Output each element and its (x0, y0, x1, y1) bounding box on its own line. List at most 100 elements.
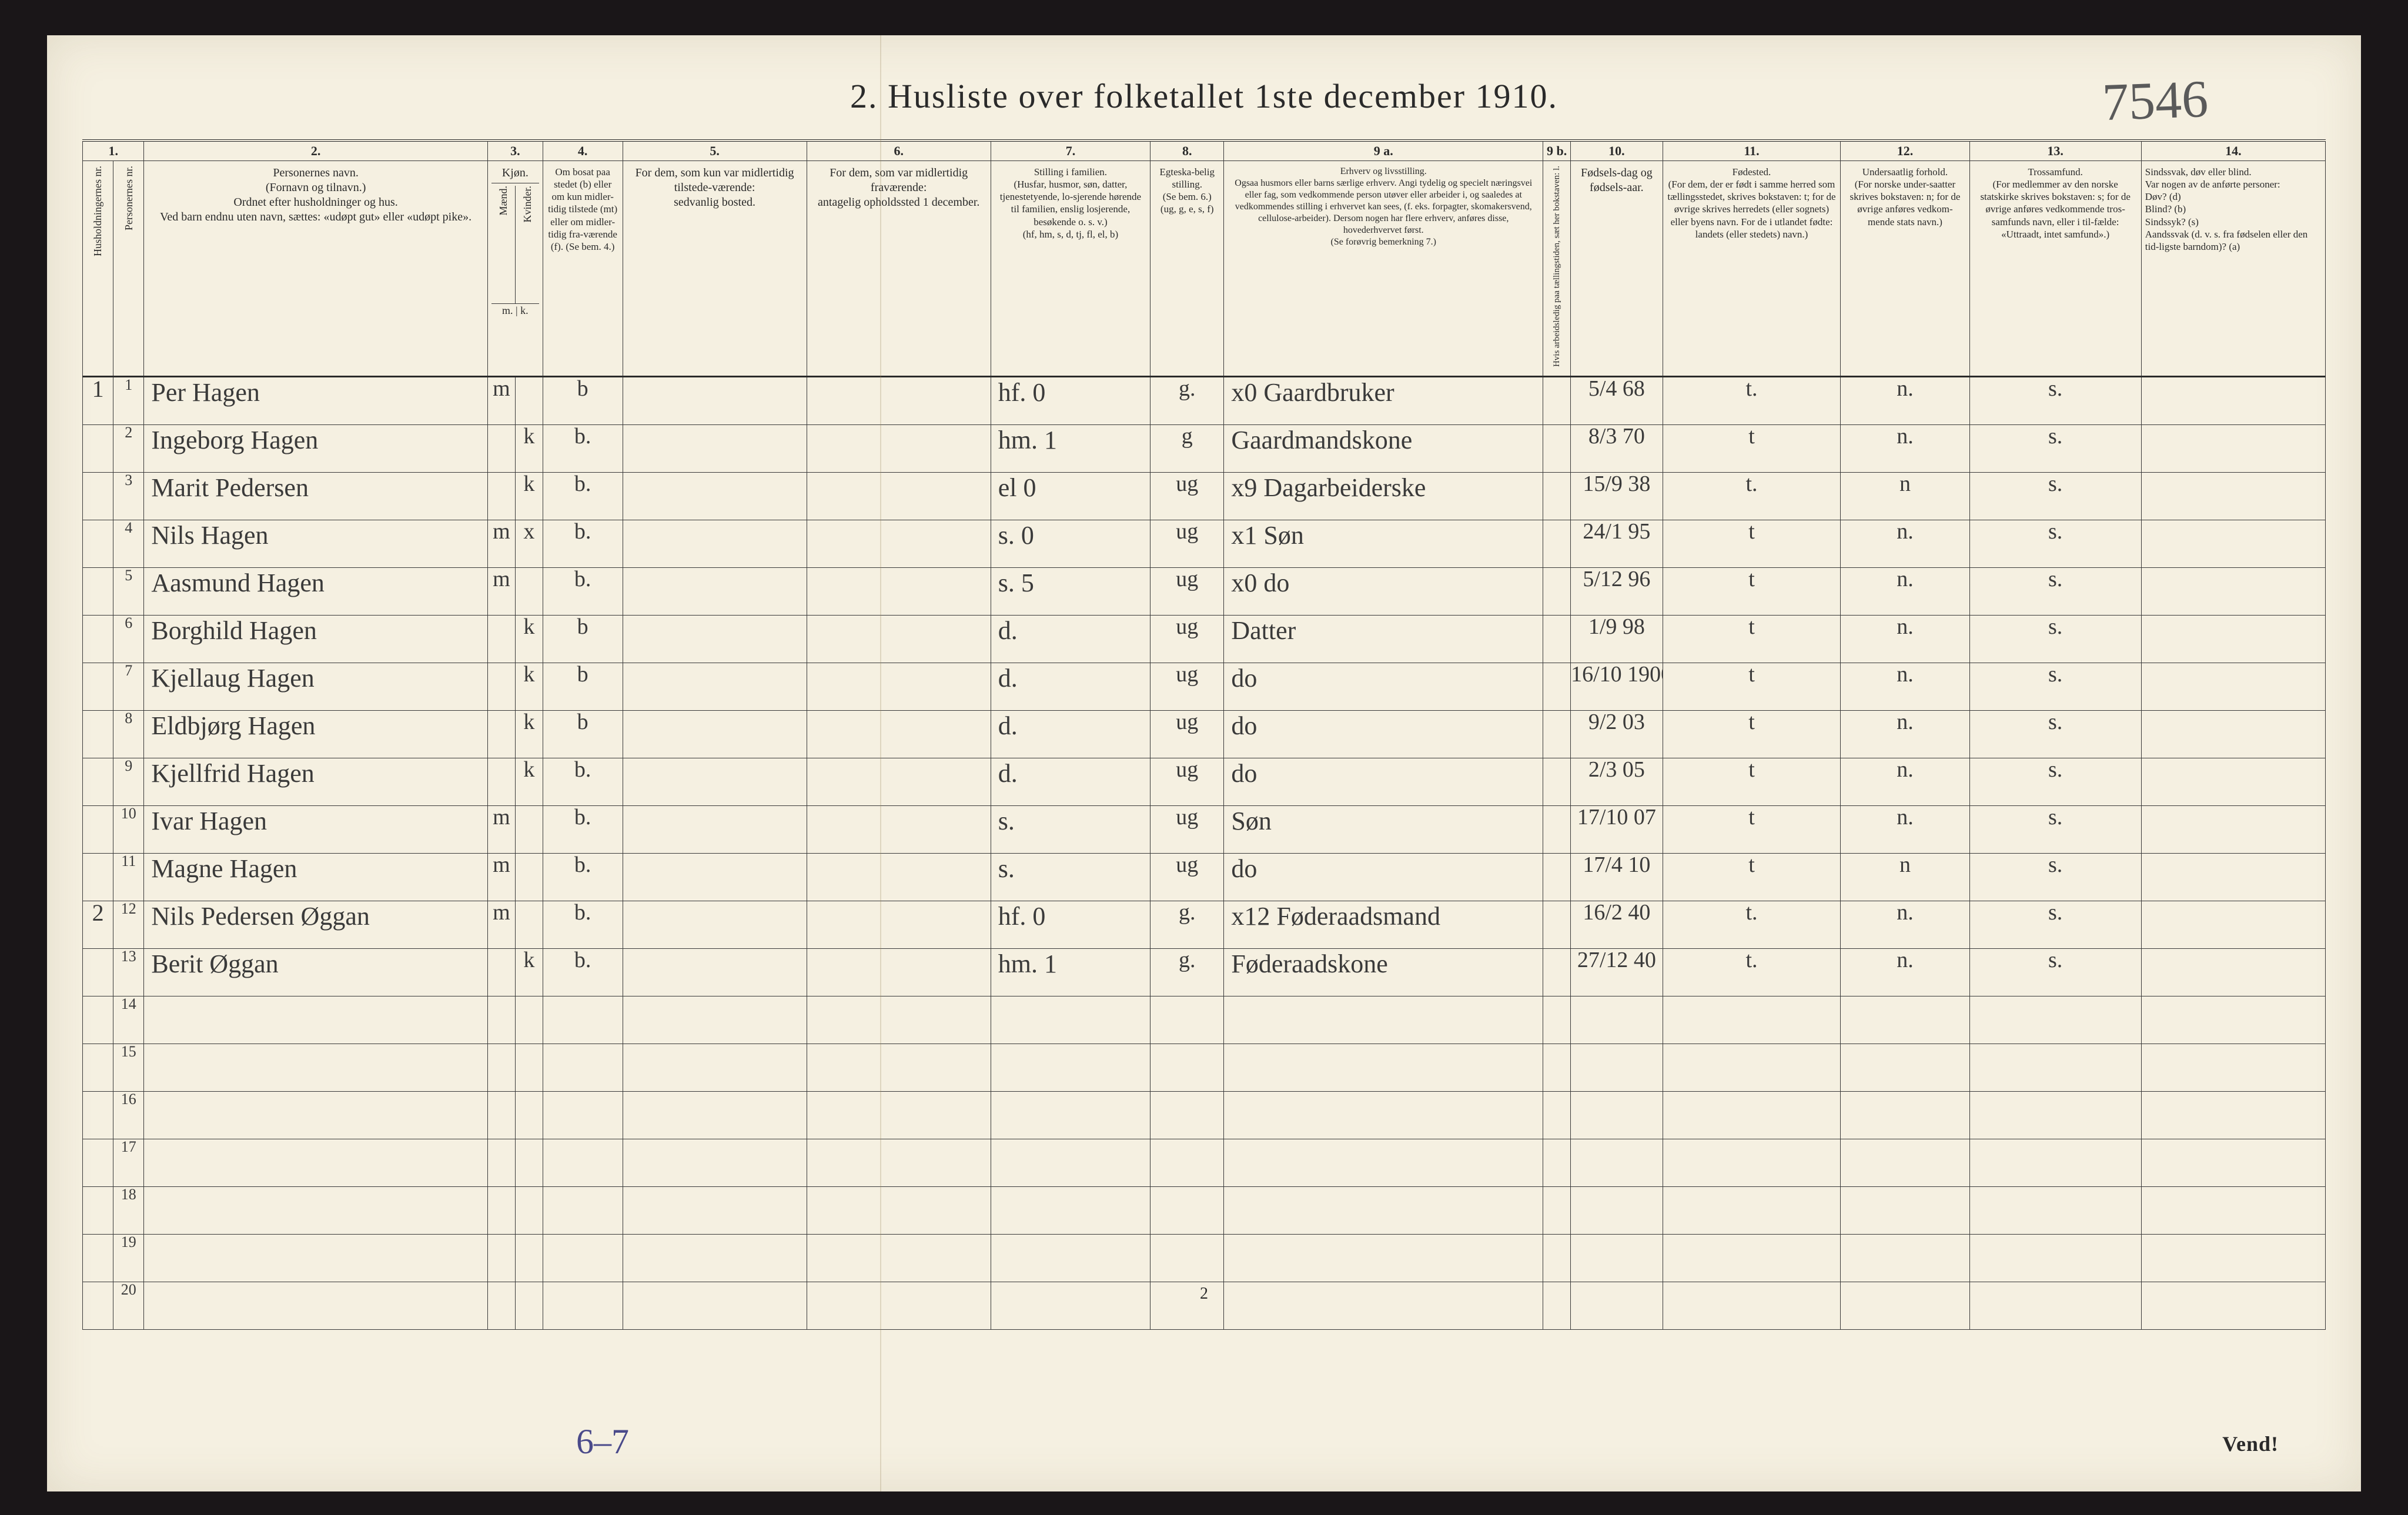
cell-pn: 17 (113, 1139, 144, 1186)
cell-pn: 15 (113, 1044, 144, 1091)
cell-nat: n. (1841, 805, 1969, 853)
table-row: 11Magne Hagenmb.s.ug do17/4 10tns. (83, 853, 2326, 901)
paper-sheet: 7546 2. Husliste over folketallet 1ste d… (47, 35, 2361, 1491)
cell-name: Aasmund Hagen (144, 567, 488, 615)
cell-rel (1969, 1282, 2141, 1329)
cell-hh (83, 1282, 113, 1329)
cell-c9b (1543, 520, 1571, 567)
cell-c9b (1543, 901, 1571, 948)
table-row: 2Ingeborg Hagenkb.hm. 1g Gaardmandskone8… (83, 424, 2326, 472)
cell-sex_m: m (487, 901, 515, 948)
cell-res (543, 1186, 623, 1234)
cell-res: b (543, 663, 623, 710)
cell-c9b (1543, 805, 1571, 853)
cell-rel: s. (1969, 615, 2141, 663)
cell-mar: g. (1151, 901, 1224, 948)
cell-c5 (623, 901, 807, 948)
cell-nat (1841, 1139, 1969, 1186)
cell-fam (991, 1234, 1150, 1282)
cell-name: Nils Pedersen Øggan (144, 901, 488, 948)
header-3-top: Kjøn. (491, 166, 539, 183)
cell-c9b (1543, 567, 1571, 615)
cell-c6 (807, 472, 991, 520)
cell-c6 (807, 1139, 991, 1186)
cell-dob (1571, 1091, 1663, 1139)
cell-res: b. (543, 472, 623, 520)
colnum-8: 8. (1151, 141, 1224, 160)
cell-hh (83, 853, 113, 901)
cell-c5 (623, 1091, 807, 1139)
cell-fam (991, 1139, 1150, 1186)
cell-pn: 8 (113, 710, 144, 758)
cell-sex_k (515, 1139, 543, 1186)
cell-c5 (623, 567, 807, 615)
cell-sex_m (487, 1234, 515, 1282)
cell-dob: 8/3 70 (1571, 424, 1663, 472)
cell-occ: do (1224, 710, 1543, 758)
cell-pn: 3 (113, 472, 144, 520)
cell-sex_k (515, 1044, 543, 1091)
table-row: 15 (83, 1044, 2326, 1091)
scan-frame: 7546 2. Husliste over folketallet 1ste d… (0, 0, 2408, 1515)
cell-rel (1969, 1139, 2141, 1186)
header-5: For dem, som kun var midlertidig tilsted… (623, 160, 807, 376)
cell-sex_k (515, 853, 543, 901)
cell-pn: 11 (113, 853, 144, 901)
cell-pn: 19 (113, 1234, 144, 1282)
cell-fam: s. 0 (991, 520, 1150, 567)
census-table: 1. 2. 3. 4. 5. 6. 7. 8. 9 a. 9 b. 10. 11… (82, 139, 2326, 1330)
cell-pn: 4 (113, 520, 144, 567)
cell-mar: g. (1151, 948, 1224, 996)
cell-mar (1151, 1234, 1224, 1282)
cell-birthpl: t. (1663, 472, 1841, 520)
handwritten-annotation-top: 7546 (2101, 69, 2209, 133)
cell-sex_m: m (487, 376, 515, 424)
cell-sex_m (487, 472, 515, 520)
page-title: 2. Husliste over folketallet 1ste decemb… (82, 76, 2326, 116)
cell-sex_k: k (515, 710, 543, 758)
cell-name: Nils Hagen (144, 520, 488, 567)
cell-c6 (807, 1186, 991, 1234)
colnum-3: 3. (487, 141, 543, 160)
cell-c6 (807, 853, 991, 901)
cell-fam: hf. 0 (991, 901, 1150, 948)
cell-c6 (807, 758, 991, 805)
cell-occ: x12 Føderaadsmand (1224, 901, 1543, 948)
cell-dob (1571, 1139, 1663, 1186)
cell-c9b (1543, 1044, 1571, 1091)
cell-rel (1969, 1186, 2141, 1234)
cell-mar: ug (1151, 663, 1224, 710)
cell-rel: s. (1969, 424, 2141, 472)
cell-c14 (2141, 567, 2325, 615)
cell-mar: ug (1151, 567, 1224, 615)
cell-hh (83, 472, 113, 520)
cell-res: b. (543, 567, 623, 615)
cell-c6 (807, 948, 991, 996)
cell-hh (83, 1091, 113, 1139)
cell-rel: s. (1969, 710, 2141, 758)
colnum-12: 12. (1841, 141, 1969, 160)
cell-fam (991, 996, 1150, 1044)
cell-hh (83, 424, 113, 472)
cell-birthpl (1663, 1282, 1841, 1329)
cell-hh (83, 663, 113, 710)
cell-occ: x9 Dagarbeiderske (1224, 472, 1543, 520)
cell-name (144, 1091, 488, 1139)
cell-fam: d. (991, 758, 1150, 805)
cell-birthpl (1663, 1234, 1841, 1282)
cell-c9b (1543, 1282, 1571, 1329)
cell-hh (83, 567, 113, 615)
cell-birthpl: t (1663, 567, 1841, 615)
cell-res: b (543, 615, 623, 663)
cell-c9b (1543, 758, 1571, 805)
cell-c9b (1543, 1139, 1571, 1186)
cell-birthpl (1663, 1091, 1841, 1139)
header-13: Trossamfund. (For medlemmer av den norsk… (1969, 160, 2141, 376)
table-row: 7Kjellaug Hagenkbd.ug do16/10 1900tn.s. (83, 663, 2326, 710)
cell-sex_m: m (487, 853, 515, 901)
cell-sex_k (515, 1186, 543, 1234)
cell-mar: ug (1151, 758, 1224, 805)
cell-mar (1151, 1044, 1224, 1091)
cell-nat: n. (1841, 615, 1969, 663)
cell-sex_m (487, 1186, 515, 1234)
